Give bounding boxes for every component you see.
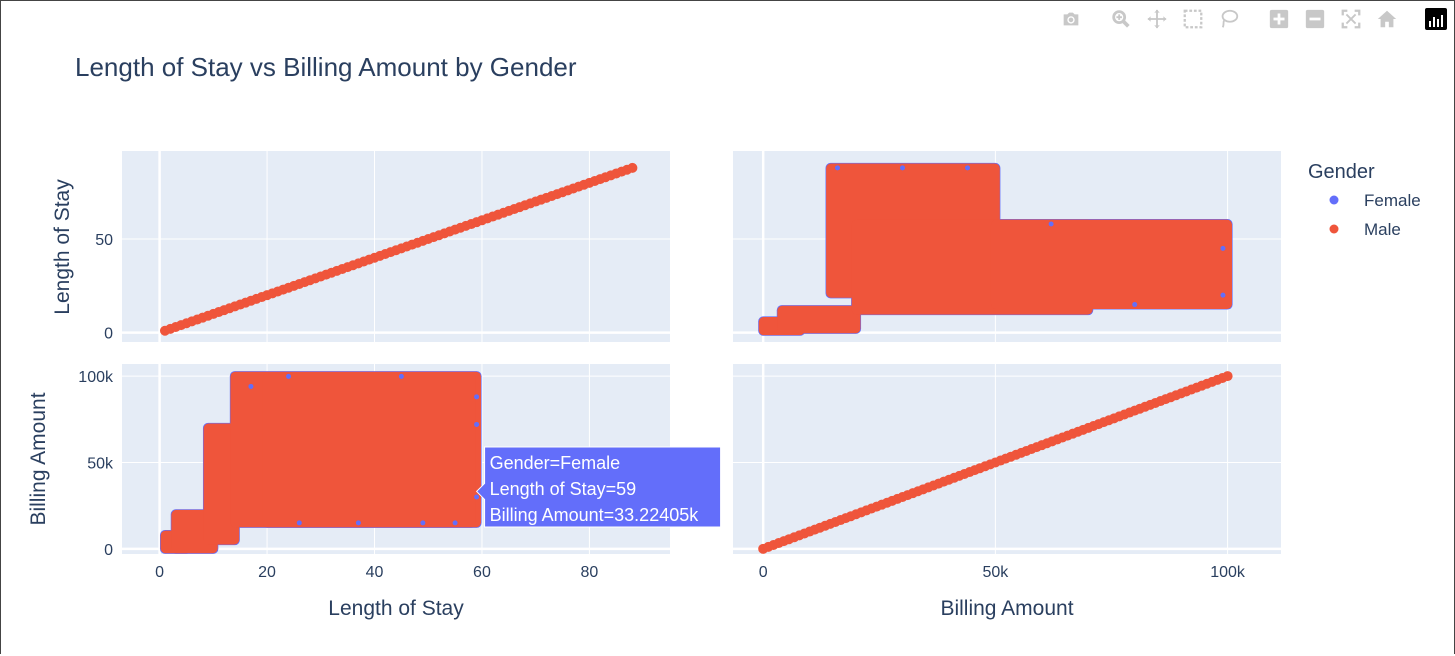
modebar: [1059, 7, 1447, 31]
zoom-out-icon[interactable]: [1303, 7, 1327, 31]
male-block[interactable]: [203, 423, 240, 545]
point-female[interactable]: [286, 373, 292, 379]
point-female[interactable]: [420, 520, 426, 526]
point-female[interactable]: [452, 520, 458, 526]
x-tick-label: 40: [366, 564, 384, 581]
y-tick-label: 0: [104, 326, 113, 343]
hover-tooltip: Gender=Female Length of Stay=59 Billing Am…: [475, 446, 722, 528]
point-female[interactable]: [965, 165, 971, 171]
x-tick-label: 80: [581, 564, 599, 581]
legend[interactable]: Gender Female Male: [1308, 161, 1421, 239]
hover-line: Billing Amount=33.22405k: [490, 505, 700, 525]
legend-marker-male[interactable]: [1329, 224, 1339, 234]
series-bottom-left: [159, 371, 482, 554]
point-female[interactable]: [1048, 221, 1054, 227]
reset-axes-icon[interactable]: [1375, 7, 1399, 31]
point-female[interactable]: [900, 165, 906, 171]
hover-line: Length of Stay=59: [490, 479, 637, 499]
male-block[interactable]: [262, 373, 476, 528]
point-female[interactable]: [474, 421, 480, 427]
legend-item-male[interactable]: Male: [1364, 220, 1401, 239]
x-tick-label: 50k: [982, 564, 1009, 581]
hover-box: [475, 446, 722, 528]
pan-icon[interactable]: [1145, 7, 1169, 31]
x-axis-title: Length of Stay: [328, 597, 464, 620]
y-tick-label: 0: [104, 542, 113, 559]
box-select-icon[interactable]: [1181, 7, 1205, 31]
y-axis-title: Length of Stay: [51, 179, 74, 315]
point-female[interactable]: [1220, 292, 1226, 298]
point-female[interactable]: [1220, 245, 1226, 251]
chart-title: Length of Stay vs Billing Amount by Gend…: [75, 52, 577, 82]
legend-marker-female[interactable]: [1329, 195, 1339, 205]
point-female[interactable]: [1132, 302, 1138, 308]
point-male[interactable]: [1222, 371, 1233, 382]
point-female[interactable]: [474, 394, 480, 400]
zoom-icon[interactable]: [1109, 7, 1133, 31]
y-tick-label: 100k: [78, 369, 114, 386]
legend-item-female[interactable]: Female: [1364, 191, 1421, 210]
point-female[interactable]: [248, 383, 254, 389]
hover-line: Gender=Female: [490, 453, 621, 473]
lasso-icon[interactable]: [1217, 7, 1241, 31]
legend-title: Gender: [1308, 161, 1375, 183]
camera-icon[interactable]: [1059, 7, 1083, 31]
x-axis-title: Billing Amount: [940, 597, 1073, 620]
y-axis-title: Billing Amount: [27, 392, 50, 525]
x-tick-label: 100k: [1210, 564, 1246, 581]
y-tick-label: 50k: [87, 455, 114, 472]
x-tick-label: 60: [473, 564, 491, 581]
point-female[interactable]: [834, 165, 840, 171]
y-tick-label: 50: [95, 232, 113, 249]
series-bottom-right: [758, 371, 1233, 554]
point-female[interactable]: [398, 373, 404, 379]
plotly-logo-icon[interactable]: [1425, 8, 1447, 30]
series-top-right: [758, 162, 1233, 336]
male-block[interactable]: [777, 305, 861, 334]
x-tick-label: 0: [759, 564, 768, 581]
point-female[interactable]: [296, 520, 302, 526]
point-male[interactable]: [627, 162, 638, 173]
point-female[interactable]: [355, 520, 361, 526]
x-tick-label: 20: [258, 564, 276, 581]
male-block[interactable]: [990, 219, 1232, 309]
point-female[interactable]: [474, 494, 480, 500]
autoscale-icon[interactable]: [1339, 7, 1363, 31]
zoom-in-icon[interactable]: [1267, 7, 1291, 31]
series-top-left: [159, 162, 638, 336]
x-tick-label: 0: [155, 564, 164, 581]
